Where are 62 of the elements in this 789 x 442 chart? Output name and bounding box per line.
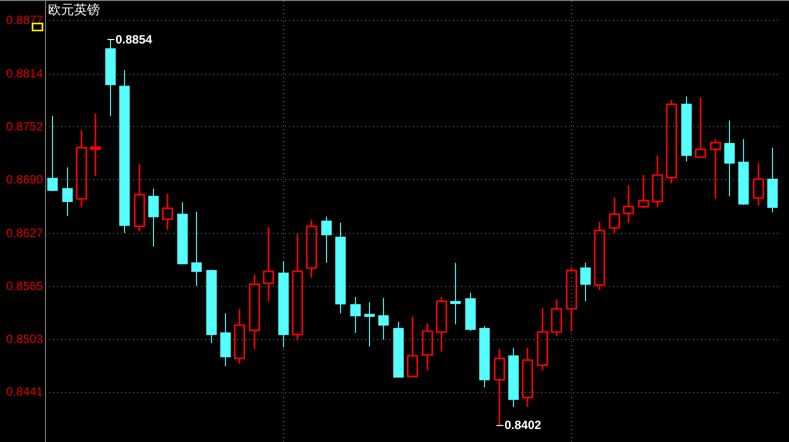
candlestick bbox=[638, 174, 650, 210]
candlestick bbox=[536, 307, 548, 372]
candlestick bbox=[350, 296, 361, 334]
candlestick bbox=[76, 129, 88, 208]
candlestick bbox=[234, 308, 246, 364]
y-tick-label: 0.8565 bbox=[6, 278, 44, 293]
candlestick bbox=[191, 211, 202, 286]
candlestick bbox=[436, 296, 448, 352]
candlestick bbox=[119, 70, 130, 234]
candlestick bbox=[105, 38, 116, 117]
candlestick bbox=[508, 348, 519, 408]
candlestick bbox=[148, 188, 159, 248]
candlestick bbox=[465, 292, 476, 332]
candlestick bbox=[767, 147, 778, 214]
candlestick bbox=[393, 321, 404, 378]
candlestick bbox=[622, 184, 634, 224]
candlestick bbox=[594, 221, 606, 291]
candlestick bbox=[580, 262, 591, 302]
candlestick bbox=[724, 120, 735, 197]
candlestick bbox=[694, 96, 706, 158]
candlestick bbox=[278, 260, 289, 348]
candlestick bbox=[422, 322, 434, 372]
annotation: 0.8854 bbox=[116, 32, 153, 46]
annotation: 0.8402 bbox=[504, 418, 542, 432]
candlestick bbox=[134, 163, 146, 232]
candlestick bbox=[710, 138, 722, 200]
candlestick bbox=[550, 298, 562, 337]
candlestick bbox=[479, 325, 490, 388]
candlestick bbox=[450, 262, 461, 325]
chart-title: 欧元英镑 bbox=[48, 2, 100, 17]
candlestick bbox=[681, 96, 692, 162]
y-tick-label: 0.8441 bbox=[6, 384, 44, 399]
candlestick bbox=[406, 316, 418, 378]
candlestick bbox=[566, 266, 578, 332]
candlestick bbox=[652, 154, 664, 208]
candlestick bbox=[608, 196, 620, 234]
candlestick bbox=[47, 116, 58, 192]
candlestick bbox=[262, 226, 274, 302]
candlestick bbox=[306, 219, 318, 278]
candlestick bbox=[752, 162, 764, 206]
candlestick bbox=[90, 112, 102, 177]
candlestick bbox=[321, 216, 332, 264]
candlestick bbox=[177, 202, 188, 264]
y-tick-label: 0.8814 bbox=[6, 66, 44, 81]
candlestick bbox=[206, 269, 217, 344]
candlestick bbox=[522, 347, 534, 408]
candlestick bbox=[378, 297, 389, 340]
y-tick-label: 0.8877 bbox=[6, 12, 44, 27]
y-tick-label: 0.8503 bbox=[6, 332, 44, 346]
candlestick bbox=[292, 233, 304, 342]
y-tick-label: 0.8627 bbox=[6, 226, 44, 240]
candlestick bbox=[62, 166, 73, 216]
candlestick bbox=[666, 99, 678, 184]
candlestick bbox=[494, 348, 506, 426]
candlestick bbox=[364, 302, 375, 347]
candlestick bbox=[335, 222, 346, 314]
candlestick bbox=[220, 312, 231, 367]
y-tick-label: 0.8752 bbox=[6, 119, 44, 134]
y-tick-label: 0.8690 bbox=[6, 172, 44, 186]
candlestick bbox=[162, 193, 174, 230]
candlestick bbox=[738, 138, 749, 206]
candlestick bbox=[248, 274, 260, 350]
